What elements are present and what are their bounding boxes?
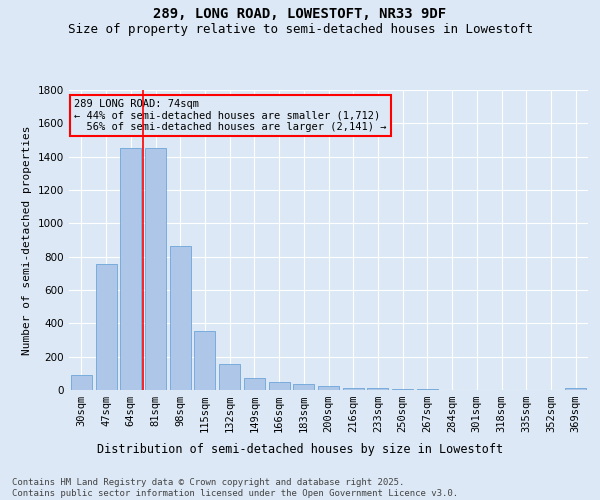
Text: Contains HM Land Registry data © Crown copyright and database right 2025.
Contai: Contains HM Land Registry data © Crown c…: [12, 478, 458, 498]
Text: 289 LONG ROAD: 74sqm
← 44% of semi-detached houses are smaller (1,712)
  56% of : 289 LONG ROAD: 74sqm ← 44% of semi-detac…: [74, 99, 386, 132]
Bar: [417, 389, 438, 390]
Bar: [120, 148, 141, 390]
Bar: [367, 388, 388, 390]
Text: Distribution of semi-detached houses by size in Lowestoft: Distribution of semi-detached houses by …: [97, 442, 503, 456]
Bar: [343, 388, 364, 390]
Text: Size of property relative to semi-detached houses in Lowestoft: Size of property relative to semi-detach…: [67, 22, 533, 36]
Y-axis label: Number of semi-detached properties: Number of semi-detached properties: [22, 125, 32, 355]
Bar: [71, 375, 92, 390]
Text: 289, LONG ROAD, LOWESTOFT, NR33 9DF: 289, LONG ROAD, LOWESTOFT, NR33 9DF: [154, 8, 446, 22]
Bar: [318, 386, 339, 390]
Bar: [95, 264, 116, 390]
Bar: [194, 331, 215, 390]
Bar: [392, 389, 413, 390]
Bar: [293, 384, 314, 390]
Bar: [565, 388, 586, 390]
Bar: [145, 148, 166, 390]
Bar: [219, 364, 240, 390]
Bar: [244, 378, 265, 390]
Bar: [269, 382, 290, 390]
Bar: [170, 246, 191, 390]
